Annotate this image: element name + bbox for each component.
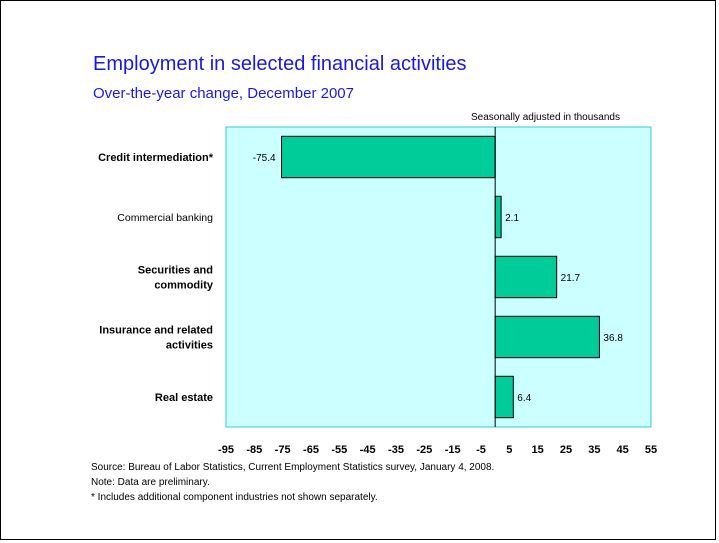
x-tick-label: 25 bbox=[560, 444, 572, 456]
x-tick-label: 5 bbox=[506, 444, 512, 456]
category-label: activities bbox=[166, 340, 213, 352]
notes: Source: Bureau of Labor Statistics, Curr… bbox=[91, 460, 494, 505]
bar bbox=[494, 375, 514, 419]
data-label: 6.4 bbox=[517, 393, 531, 404]
x-tick-label: -5 bbox=[476, 444, 486, 456]
x-tick-label: -75 bbox=[275, 444, 291, 456]
x-tick-label: -35 bbox=[388, 444, 404, 456]
bar bbox=[494, 255, 558, 299]
source-note: Source: Bureau of Labor Statistics, Curr… bbox=[91, 462, 495, 473]
category-label: Commercial banking bbox=[117, 212, 213, 224]
footnote: * Includes additional component industri… bbox=[91, 492, 378, 503]
bar-chart: -75.4 Credit intermediation* 2.1 Commercial… bbox=[98, 126, 657, 456]
data-label: -75.4 bbox=[253, 153, 276, 164]
bar bbox=[494, 315, 600, 359]
category-label: Securities and bbox=[138, 265, 213, 277]
x-tick-label: -55 bbox=[331, 444, 347, 456]
x-tick-label: 55 bbox=[645, 444, 657, 456]
bar bbox=[281, 135, 496, 179]
category-label: commodity bbox=[154, 280, 214, 292]
chart-title: Employment in selected financial activit… bbox=[93, 53, 467, 75]
x-tick-label: -45 bbox=[360, 444, 376, 456]
x-tick-label: 15 bbox=[532, 444, 544, 456]
data-label: 36.8 bbox=[603, 333, 623, 344]
category-label: Insurance and related bbox=[99, 325, 213, 337]
data-label: 2.1 bbox=[505, 213, 519, 224]
category-label: Credit intermediation* bbox=[98, 152, 214, 164]
x-tick-label: -15 bbox=[445, 444, 461, 456]
x-tick-label: -25 bbox=[416, 444, 432, 456]
x-tick-label: 45 bbox=[617, 444, 629, 456]
x-tick-label: -85 bbox=[246, 444, 262, 456]
preliminary-note: Note: Data are preliminary. bbox=[91, 477, 210, 488]
x-tick-label: -65 bbox=[303, 444, 319, 456]
chart-subtitle: Over-the-year change, December 2007 bbox=[93, 85, 354, 102]
x-tick-label: 35 bbox=[588, 444, 600, 456]
unit-note: Seasonally adjusted in thousands bbox=[471, 112, 620, 123]
bar bbox=[494, 195, 502, 239]
x-tick-label: -95 bbox=[218, 444, 234, 456]
category-label: Real estate bbox=[155, 392, 213, 404]
data-label: 21.7 bbox=[561, 273, 581, 284]
